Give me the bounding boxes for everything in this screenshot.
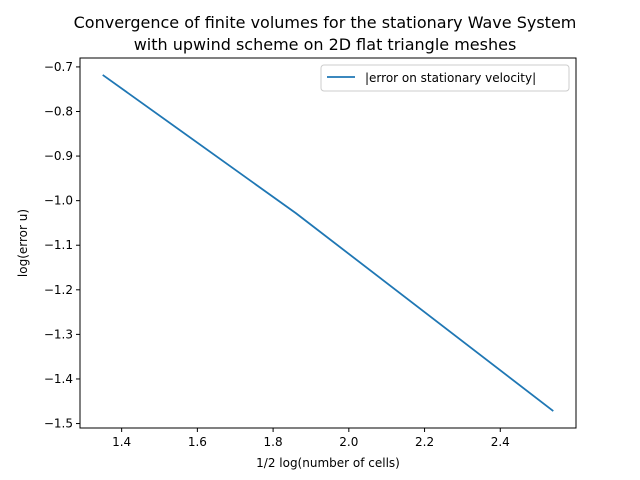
legend-label: |error on stationary velocity| [365, 71, 536, 85]
y-tick-label: −1.1 [44, 238, 73, 252]
x-axis: 1.4 1.6 1.8 2.0 2.2 2.4 [112, 428, 510, 449]
y-tick-label: −1.4 [44, 372, 73, 386]
y-tick-label: −0.8 [44, 104, 73, 118]
x-tick-label: 1.4 [112, 435, 131, 449]
x-tick-label: 2.2 [415, 435, 434, 449]
x-tick-label: 1.8 [264, 435, 283, 449]
x-axis-label: 1/2 log(number of cells) [256, 456, 400, 470]
y-axis-label: log(error u) [16, 209, 30, 277]
y-tick-label: −1.0 [44, 194, 73, 208]
series-line [102, 74, 554, 412]
y-axis: −0.7 −0.8 −0.9 −1.0 −1.1 −1.2 −1.3 −1.4 −1.5 [44, 60, 80, 431]
x-tick-label: 2.0 [339, 435, 358, 449]
x-tick-label: 1.6 [188, 435, 207, 449]
plot-area [102, 74, 554, 412]
legend-box [320, 64, 570, 92]
y-tick-label: −1.5 [44, 417, 73, 431]
y-tick-label: −0.9 [44, 149, 73, 163]
x-tick-label: 2.4 [491, 435, 510, 449]
axes-frame [79, 57, 577, 429]
chart-title-line-2: with upwind scheme on 2D flat triangle m… [134, 35, 517, 54]
y-tick-label: −1.2 [44, 283, 73, 297]
legend: |error on stationary velocity| [320, 64, 570, 92]
chart-title-line-1: Convergence of finite volumes for the st… [74, 13, 577, 32]
y-tick-label: −0.7 [44, 60, 73, 74]
y-tick-label: −1.3 [44, 327, 73, 341]
